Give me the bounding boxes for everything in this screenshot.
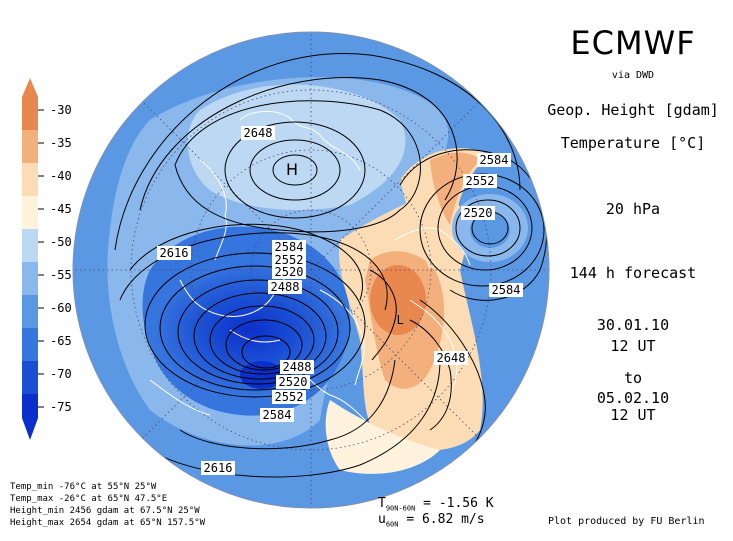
init-time: 12 UT [610, 337, 656, 355]
svg-text:2552: 2552 [275, 253, 304, 267]
zonal-wind: u60N = 6.82 m/s [378, 512, 485, 529]
colorbar-label: -50 [50, 235, 72, 249]
credit-label: Plot produced by FU Berlin [548, 516, 705, 527]
map-border [72, 31, 550, 509]
colorbar-top-arrow [22, 78, 38, 97]
contour-label: 2616 [201, 461, 235, 475]
colorbar-label: -55 [50, 268, 72, 282]
u-subscript: 60N [385, 520, 399, 529]
tdiff-value: = -1.56 K [423, 496, 494, 511]
pressure-level: 20 hPa [605, 200, 661, 218]
u-value: = 6.82 m/s [406, 512, 485, 527]
colorbar-label: -30 [50, 103, 72, 117]
low-center-marker: L [397, 313, 404, 327]
contour-label: 2648 [434, 351, 468, 365]
contour-label: 2584 [477, 153, 511, 167]
colorbar-label: -35 [50, 136, 72, 150]
svg-text:2648: 2648 [244, 126, 273, 140]
colorbar-label: -75 [50, 400, 72, 414]
contour-label: 2488 [268, 280, 302, 294]
colorbar-label: -65 [50, 334, 72, 348]
extremes-info: Temp_min -76°C at 55°N 25°W Temp_max -26… [10, 481, 205, 529]
high-center-marker: H [286, 160, 298, 179]
temp-min-text: Temp_min -76°C at 55°N 25°W [10, 482, 157, 492]
colorbar-label: -40 [50, 169, 72, 183]
contour-label: 2616 [157, 246, 191, 260]
svg-text:2520: 2520 [464, 206, 493, 220]
colorbar [22, 78, 44, 440]
svg-text:2616: 2616 [160, 246, 189, 260]
svg-text:2552: 2552 [466, 174, 495, 188]
map-disk: H L [73, 32, 549, 508]
svg-text:2488: 2488 [271, 280, 300, 294]
svg-text:2584: 2584 [275, 240, 304, 254]
colorbar-label: -60 [50, 301, 72, 315]
init-date: 30.01.10 [596, 316, 670, 334]
contour-label: 2520 [461, 206, 495, 220]
temperature-difference: T90N-60N = -1.56 K [378, 496, 494, 513]
contour-label: 2648 [241, 126, 275, 140]
height-min-text: Height_min 2456 gdam at 67.5°N 25°W [10, 506, 200, 516]
contour-label: 2488 [280, 360, 314, 374]
source-label: via DWD [611, 70, 655, 81]
colorbar-label: -45 [50, 202, 72, 216]
u-symbol: u [378, 512, 386, 527]
svg-text:2488: 2488 [283, 360, 312, 374]
contour-label: 2552 [272, 390, 306, 404]
field-geop-label: Geop. Height [gdam] [547, 101, 719, 119]
tdiff-symbol: T [378, 496, 386, 511]
contour-label: 2584 [489, 283, 523, 297]
tdiff-subscript: 90N-60N [385, 504, 416, 513]
svg-text:2584: 2584 [492, 283, 521, 297]
contour-label: 2552 [463, 174, 497, 188]
contour-labels: 2648 2616 2584 2552 2520 2488 2488 2520 … [157, 126, 523, 475]
height-max-text: Height_max 2654 gdam at 65°N 157.5°W [10, 518, 206, 528]
svg-text:2552: 2552 [275, 390, 304, 404]
contour-label: 2520 [276, 375, 310, 389]
svg-text:2520: 2520 [279, 375, 308, 389]
contour-label: 2584 [260, 408, 294, 422]
forecast-hours: 144 h forecast [569, 264, 697, 282]
height-contours [114, 53, 548, 478]
model-title: ECMWF [570, 24, 696, 62]
temp-max-text: Temp_max -26°C at 65°N 47.5°E [10, 494, 168, 504]
contour-label: 2584 [272, 240, 306, 254]
colorbar-label: -70 [50, 367, 72, 381]
to-label: to [623, 369, 643, 387]
contour-label: 2552 [272, 253, 306, 267]
field-temp-label: Temperature [°C] [560, 134, 706, 152]
valid-time: 12 UT [610, 406, 656, 424]
svg-text:2520: 2520 [275, 265, 304, 279]
svg-text:2648: 2648 [437, 351, 466, 365]
svg-text:2584: 2584 [263, 408, 292, 422]
svg-text:2584: 2584 [480, 153, 509, 167]
valid-date: 05.02.10 [596, 389, 670, 407]
svg-text:2616: 2616 [204, 461, 233, 475]
contour-label: 2520 [272, 265, 306, 279]
colorbar-bottom-arrow [22, 418, 38, 440]
